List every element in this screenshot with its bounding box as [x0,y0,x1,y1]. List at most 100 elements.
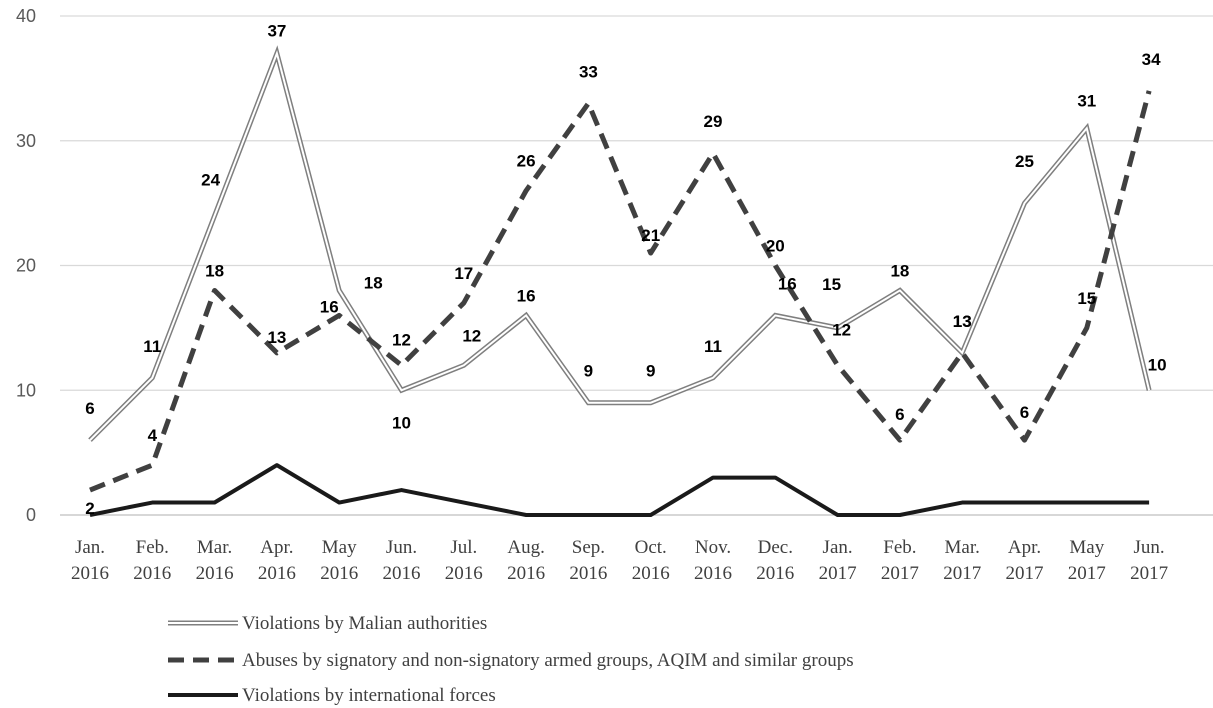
armed-groups-data-label: 13 [267,328,286,347]
series-international-forces-line [89,463,1150,517]
x-tick-month: May [1069,537,1104,558]
legend-label: Violations by Malian authorities [242,613,487,634]
x-tick-month: Jan. [823,537,853,558]
malian-data-label: 10 [392,413,411,432]
armed-groups-data-label: 34 [1142,50,1161,69]
y-tick-label: 30 [16,131,36,151]
y-tick-label: 10 [16,380,36,400]
malian-data-label: 13 [953,312,972,331]
y-tick-label: 40 [16,6,36,26]
x-tick-month: Jul. [450,537,477,558]
x-tick-month: Jun. [386,537,417,558]
x-tick-year: 2017 [819,563,857,584]
malian-data-label: 9 [584,362,593,381]
x-tick-year: 2016 [196,563,234,584]
x-tick-label: Apr. 2017 [1006,537,1044,584]
x-tick-year: 2017 [1130,563,1168,584]
malian-data-label: 12 [462,326,481,345]
x-tick-label: Jun. 2016 [383,537,421,584]
armed-groups-data-label: 12 [392,330,411,349]
x-tick-month: Aug. [507,537,544,558]
armed-groups-data-label: 15 [1077,289,1096,308]
malian-data-label: 24 [201,171,220,190]
x-tick-label: Apr. 2016 [258,537,296,584]
x-tick-year: 2017 [881,563,919,584]
x-tick-month: Jun. [1134,537,1165,558]
x-tick-label: Oct. 2016 [632,537,670,584]
x-tick-month: Nov. [695,537,731,558]
malian-data-label: 6 [85,399,94,418]
armed-groups-data-label: 12 [832,320,851,339]
armed-groups-data-label: 26 [517,152,536,171]
armed-groups-data-label: 16 [320,297,339,316]
malian-data-label: 18 [364,273,383,292]
malian-data-label: 11 [704,337,722,356]
malian-data-label: 11 [143,337,161,356]
malian-data-label: 9 [646,362,655,381]
armed-groups-data-label: 21 [641,226,660,245]
x-tick-year: 2016 [569,563,607,584]
malian-data-label: 16 [778,274,797,293]
x-tick-year: 2016 [383,563,421,584]
armed-groups-data-label: 6 [1020,403,1029,422]
x-tick-label: Jan. 2016 [71,537,109,584]
x-tick-year: 2017 [1068,563,1106,584]
malian-data-label: 16 [517,286,536,305]
x-tick-label: Mar. 2017 [943,537,981,584]
x-tick-label: May 2016 [320,537,358,584]
x-tick-label: May 2017 [1068,537,1106,584]
x-tick-label: Jul. 2016 [445,537,483,584]
armed-groups-data-label: 29 [704,112,723,131]
malian-data-label: 18 [890,261,909,280]
series-armed-groups-line [89,90,1152,493]
armed-groups-data-label: 17 [454,264,473,283]
x-tick-month: Mar. [945,537,980,558]
x-tick-month: Feb. [136,537,169,558]
x-tick-month: Dec. [758,537,793,558]
legend: Violations by Malian authorities Abuses b… [168,613,854,706]
series-malian-authorities-line-outer [88,45,1152,442]
x-tick-month: May [322,537,357,558]
malian-data-label: 37 [267,21,286,40]
x-tick-label: Feb. 2016 [133,537,171,584]
armed-groups-data-label: 18 [205,261,224,280]
x-tick-label: Jan. 2017 [819,537,857,584]
armed-groups-data-label: 13 [953,312,972,331]
x-tick-year: 2016 [258,563,296,584]
x-tick-label: Sep. 2016 [569,537,607,584]
malian-data-label: 25 [1015,152,1034,171]
y-tick-label: 20 [16,256,36,276]
x-tick-label: Feb. 2017 [881,537,919,584]
x-tick-month: Jan. [75,537,105,558]
x-tick-label: Dec. 2016 [756,537,794,584]
armed-groups-data-label: 4 [148,426,158,445]
x-tick-year: 2017 [943,563,981,584]
x-tick-year: 2016 [756,563,794,584]
grid-lines [60,15,1213,516]
x-tick-month: Apr. [1008,537,1041,558]
x-tick-month: Apr. [260,537,293,558]
x-tick-label: Mar. 2016 [196,537,234,584]
legend-label: Violations by international forces [242,685,496,706]
malian-data-label: 10 [1148,355,1167,374]
x-tick-month: Oct. [635,537,667,558]
x-tick-year: 2016 [133,563,171,584]
y-axis-ticks: 0 10 20 30 40 [16,6,36,525]
x-tick-month: Feb. [883,537,916,558]
x-tick-year: 2016 [445,563,483,584]
series-lines [88,45,1152,517]
x-tick-year: 2016 [71,563,109,584]
x-tick-year: 2016 [632,563,670,584]
x-tick-month: Mar. [197,537,232,558]
y-tick-label: 0 [26,505,36,525]
legend-label: Abuses by signatory and non-signatory ar… [242,650,854,671]
armed-groups-data-label: 6 [895,405,904,424]
malian-data-label: 31 [1077,91,1096,110]
x-tick-year: 2016 [694,563,732,584]
armed-groups-data-label: 33 [579,62,598,81]
x-tick-label: Jun. 2017 [1130,537,1168,584]
armed-groups-data-label: 20 [766,237,785,256]
malian-data-label: 15 [822,275,841,294]
